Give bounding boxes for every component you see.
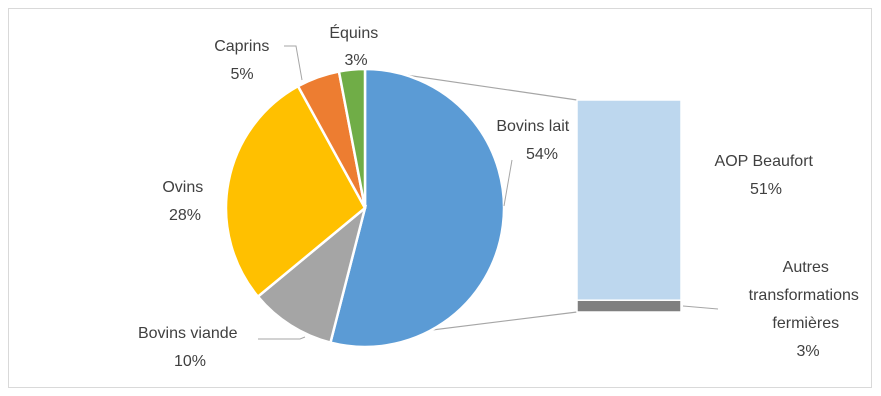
pie-slice-bovins-lait [328, 67, 506, 349]
breakdown-bar [576, 99, 682, 313]
pie-slice--quins [337, 67, 367, 209]
breakdown-segment-1 [576, 299, 682, 313]
label-bovins-lait: Bovins lait 54% [496, 118, 573, 163]
pie-slices [224, 67, 506, 349]
pie-slice-bovins-viande [256, 204, 368, 345]
label-caprins: Caprins 5% [214, 38, 274, 83]
leader-bovins-lait [503, 159, 513, 207]
breakdown-segment-0 [576, 99, 682, 301]
label-ovins: Ovins 28% [162, 179, 207, 224]
leader-autres-transformations [682, 305, 719, 310]
label-autres-transformations: Autres transformations fermières 3% [749, 259, 864, 360]
label-equins: Équins 3% [329, 23, 382, 69]
leader-caprins [284, 45, 303, 81]
label-aop-beaufort: AOP Beaufort 51% [715, 153, 818, 198]
pie-slice-ovins [224, 84, 367, 299]
label-bovins-viande: Bovins viande 10% [138, 325, 242, 370]
leader-bovins-viande [258, 336, 306, 340]
label-leader-lines [258, 45, 719, 340]
